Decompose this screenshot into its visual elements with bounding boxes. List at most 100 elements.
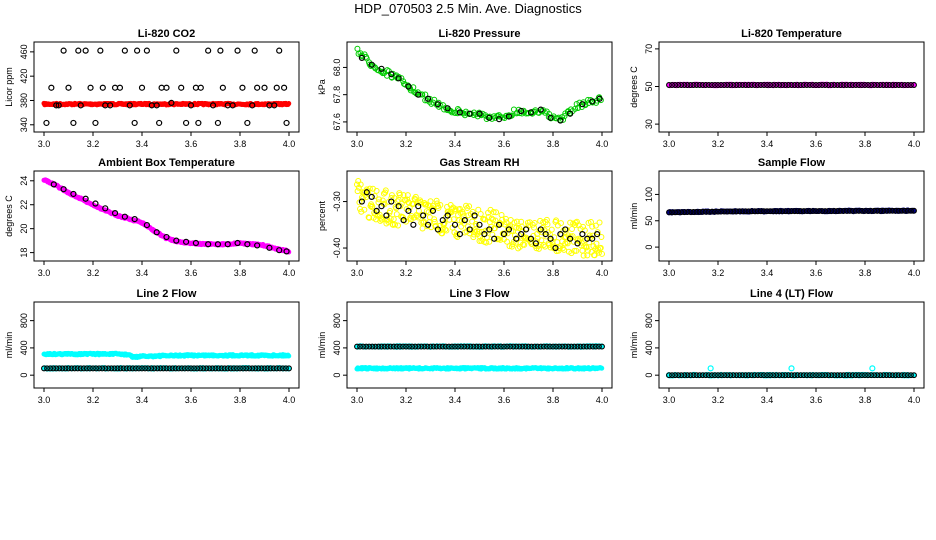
data-point — [430, 343, 437, 350]
data-point — [357, 343, 364, 350]
data-point — [361, 206, 368, 213]
x-tick-label: 4.0 — [283, 268, 296, 278]
data-point — [806, 372, 813, 379]
data-point — [515, 245, 522, 252]
data-point — [496, 116, 503, 123]
data-point — [868, 82, 875, 88]
data-point — [497, 343, 504, 350]
x-tick-label: 3.0 — [38, 139, 51, 149]
data-point — [727, 372, 734, 379]
data-point — [240, 365, 247, 372]
data-point — [911, 82, 917, 88]
data-point — [71, 365, 78, 372]
data-point — [132, 365, 139, 372]
data-point — [681, 82, 688, 88]
data-point — [895, 82, 902, 88]
data-point — [560, 116, 567, 123]
data-point — [666, 372, 672, 379]
data-point — [357, 181, 364, 188]
chart-9: Line 4 (LT) Flow ml/min 3.0 3.2 3.4 3.6 3.8 4.0… — [629, 288, 925, 405]
data-point — [748, 372, 755, 379]
data-point — [525, 343, 532, 350]
data-point — [172, 365, 179, 372]
series-2-5-min-average — [358, 54, 603, 124]
data-point — [283, 119, 290, 127]
data-point — [197, 84, 204, 91]
data-point — [589, 223, 596, 230]
data-point — [727, 82, 734, 88]
data-point — [396, 343, 403, 350]
data-point — [93, 365, 100, 372]
data-point — [378, 203, 385, 210]
data-point — [461, 343, 468, 350]
data-point — [473, 222, 480, 229]
data-point — [445, 343, 452, 350]
data-point — [742, 372, 749, 379]
data-point — [163, 365, 170, 372]
page-title: HDP_070503 2.5 Min. Ave. Diagnostics — [354, 1, 582, 16]
data-point — [163, 233, 170, 241]
data-point — [134, 47, 141, 54]
data-point — [475, 206, 482, 213]
data-point — [453, 231, 460, 238]
data-point — [552, 244, 559, 252]
data-point — [369, 343, 376, 350]
data-point — [214, 241, 222, 248]
data-point — [410, 221, 417, 228]
data-point — [451, 221, 459, 228]
data-point — [369, 203, 376, 210]
data-point — [557, 220, 564, 227]
data-point — [126, 102, 133, 109]
x-tick-label: 3.0 — [351, 268, 364, 278]
data-point — [711, 82, 718, 88]
data-point — [904, 82, 911, 88]
data-point — [471, 212, 478, 219]
data-point — [41, 365, 47, 372]
data-point — [561, 113, 568, 120]
data-point — [788, 372, 795, 379]
x-tick-label: 3.0 — [38, 268, 51, 278]
series-2-5-min-average — [43, 47, 290, 127]
data-point — [593, 230, 601, 238]
data-point — [809, 82, 816, 88]
data-point — [249, 365, 256, 372]
data-point — [281, 84, 288, 91]
data-point — [108, 365, 115, 372]
data-point — [791, 208, 798, 215]
data-point — [598, 234, 605, 241]
data-point — [255, 365, 262, 372]
data-point — [877, 372, 884, 379]
data-point — [363, 189, 370, 196]
data-point — [858, 82, 865, 88]
data-point — [883, 82, 890, 88]
data-point — [183, 119, 190, 127]
data-point — [865, 207, 872, 214]
data-point — [399, 343, 406, 350]
data-point — [572, 221, 579, 228]
y-tick-label: 800 — [19, 313, 29, 328]
data-point — [178, 365, 185, 372]
data-point — [527, 235, 535, 242]
data-point — [562, 226, 569, 233]
data-point — [395, 203, 402, 210]
data-point — [678, 372, 685, 379]
data-point — [764, 372, 770, 379]
x-tick-label: 3.2 — [400, 395, 413, 405]
data-point — [380, 190, 387, 197]
data-point — [53, 102, 60, 109]
data-point — [276, 247, 283, 254]
data-point — [855, 207, 862, 214]
data-point — [791, 82, 798, 88]
data-point — [592, 222, 599, 229]
data-point — [730, 208, 737, 215]
data-point — [486, 238, 493, 245]
data-point — [745, 208, 752, 215]
data-point — [43, 119, 50, 127]
data-point — [564, 240, 571, 247]
data-point — [687, 82, 694, 88]
data-point — [681, 209, 688, 216]
data-point — [828, 82, 835, 88]
data-point — [595, 343, 602, 350]
data-point — [504, 238, 511, 245]
x-tick-label: 4.0 — [908, 139, 921, 149]
